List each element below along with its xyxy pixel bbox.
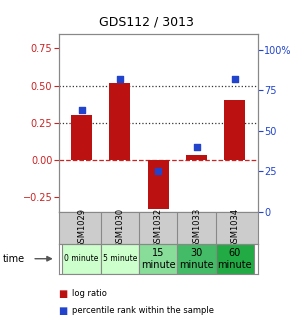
Text: GSM1033: GSM1033 xyxy=(192,208,201,248)
Text: log ratio: log ratio xyxy=(72,290,107,298)
Bar xyxy=(186,155,207,160)
Bar xyxy=(62,244,101,274)
Text: ■: ■ xyxy=(59,289,68,299)
Text: ■: ■ xyxy=(59,306,68,316)
Text: 30
minute: 30 minute xyxy=(179,248,214,269)
Text: 15
minute: 15 minute xyxy=(141,248,176,269)
Text: 0 minute: 0 minute xyxy=(64,254,99,263)
Bar xyxy=(216,244,254,274)
Bar xyxy=(177,244,216,274)
Bar xyxy=(109,83,130,160)
Text: GSM1029: GSM1029 xyxy=(77,208,86,248)
Bar xyxy=(224,100,246,160)
Point xyxy=(156,169,161,174)
Bar xyxy=(71,115,92,160)
Text: GSM1034: GSM1034 xyxy=(230,208,239,248)
Bar xyxy=(148,160,169,209)
Text: GSM1030: GSM1030 xyxy=(115,208,125,248)
Bar xyxy=(101,244,139,274)
Point xyxy=(233,76,237,82)
Text: time: time xyxy=(3,254,25,264)
Point xyxy=(117,76,122,82)
Point xyxy=(79,107,84,112)
Text: GSM1032: GSM1032 xyxy=(154,208,163,248)
Text: percentile rank within the sample: percentile rank within the sample xyxy=(72,306,214,315)
Text: GDS112 / 3013: GDS112 / 3013 xyxy=(99,15,194,28)
Point xyxy=(194,144,199,150)
Text: 60
minute: 60 minute xyxy=(217,248,252,269)
Bar xyxy=(139,244,177,274)
Text: 5 minute: 5 minute xyxy=(103,254,137,263)
